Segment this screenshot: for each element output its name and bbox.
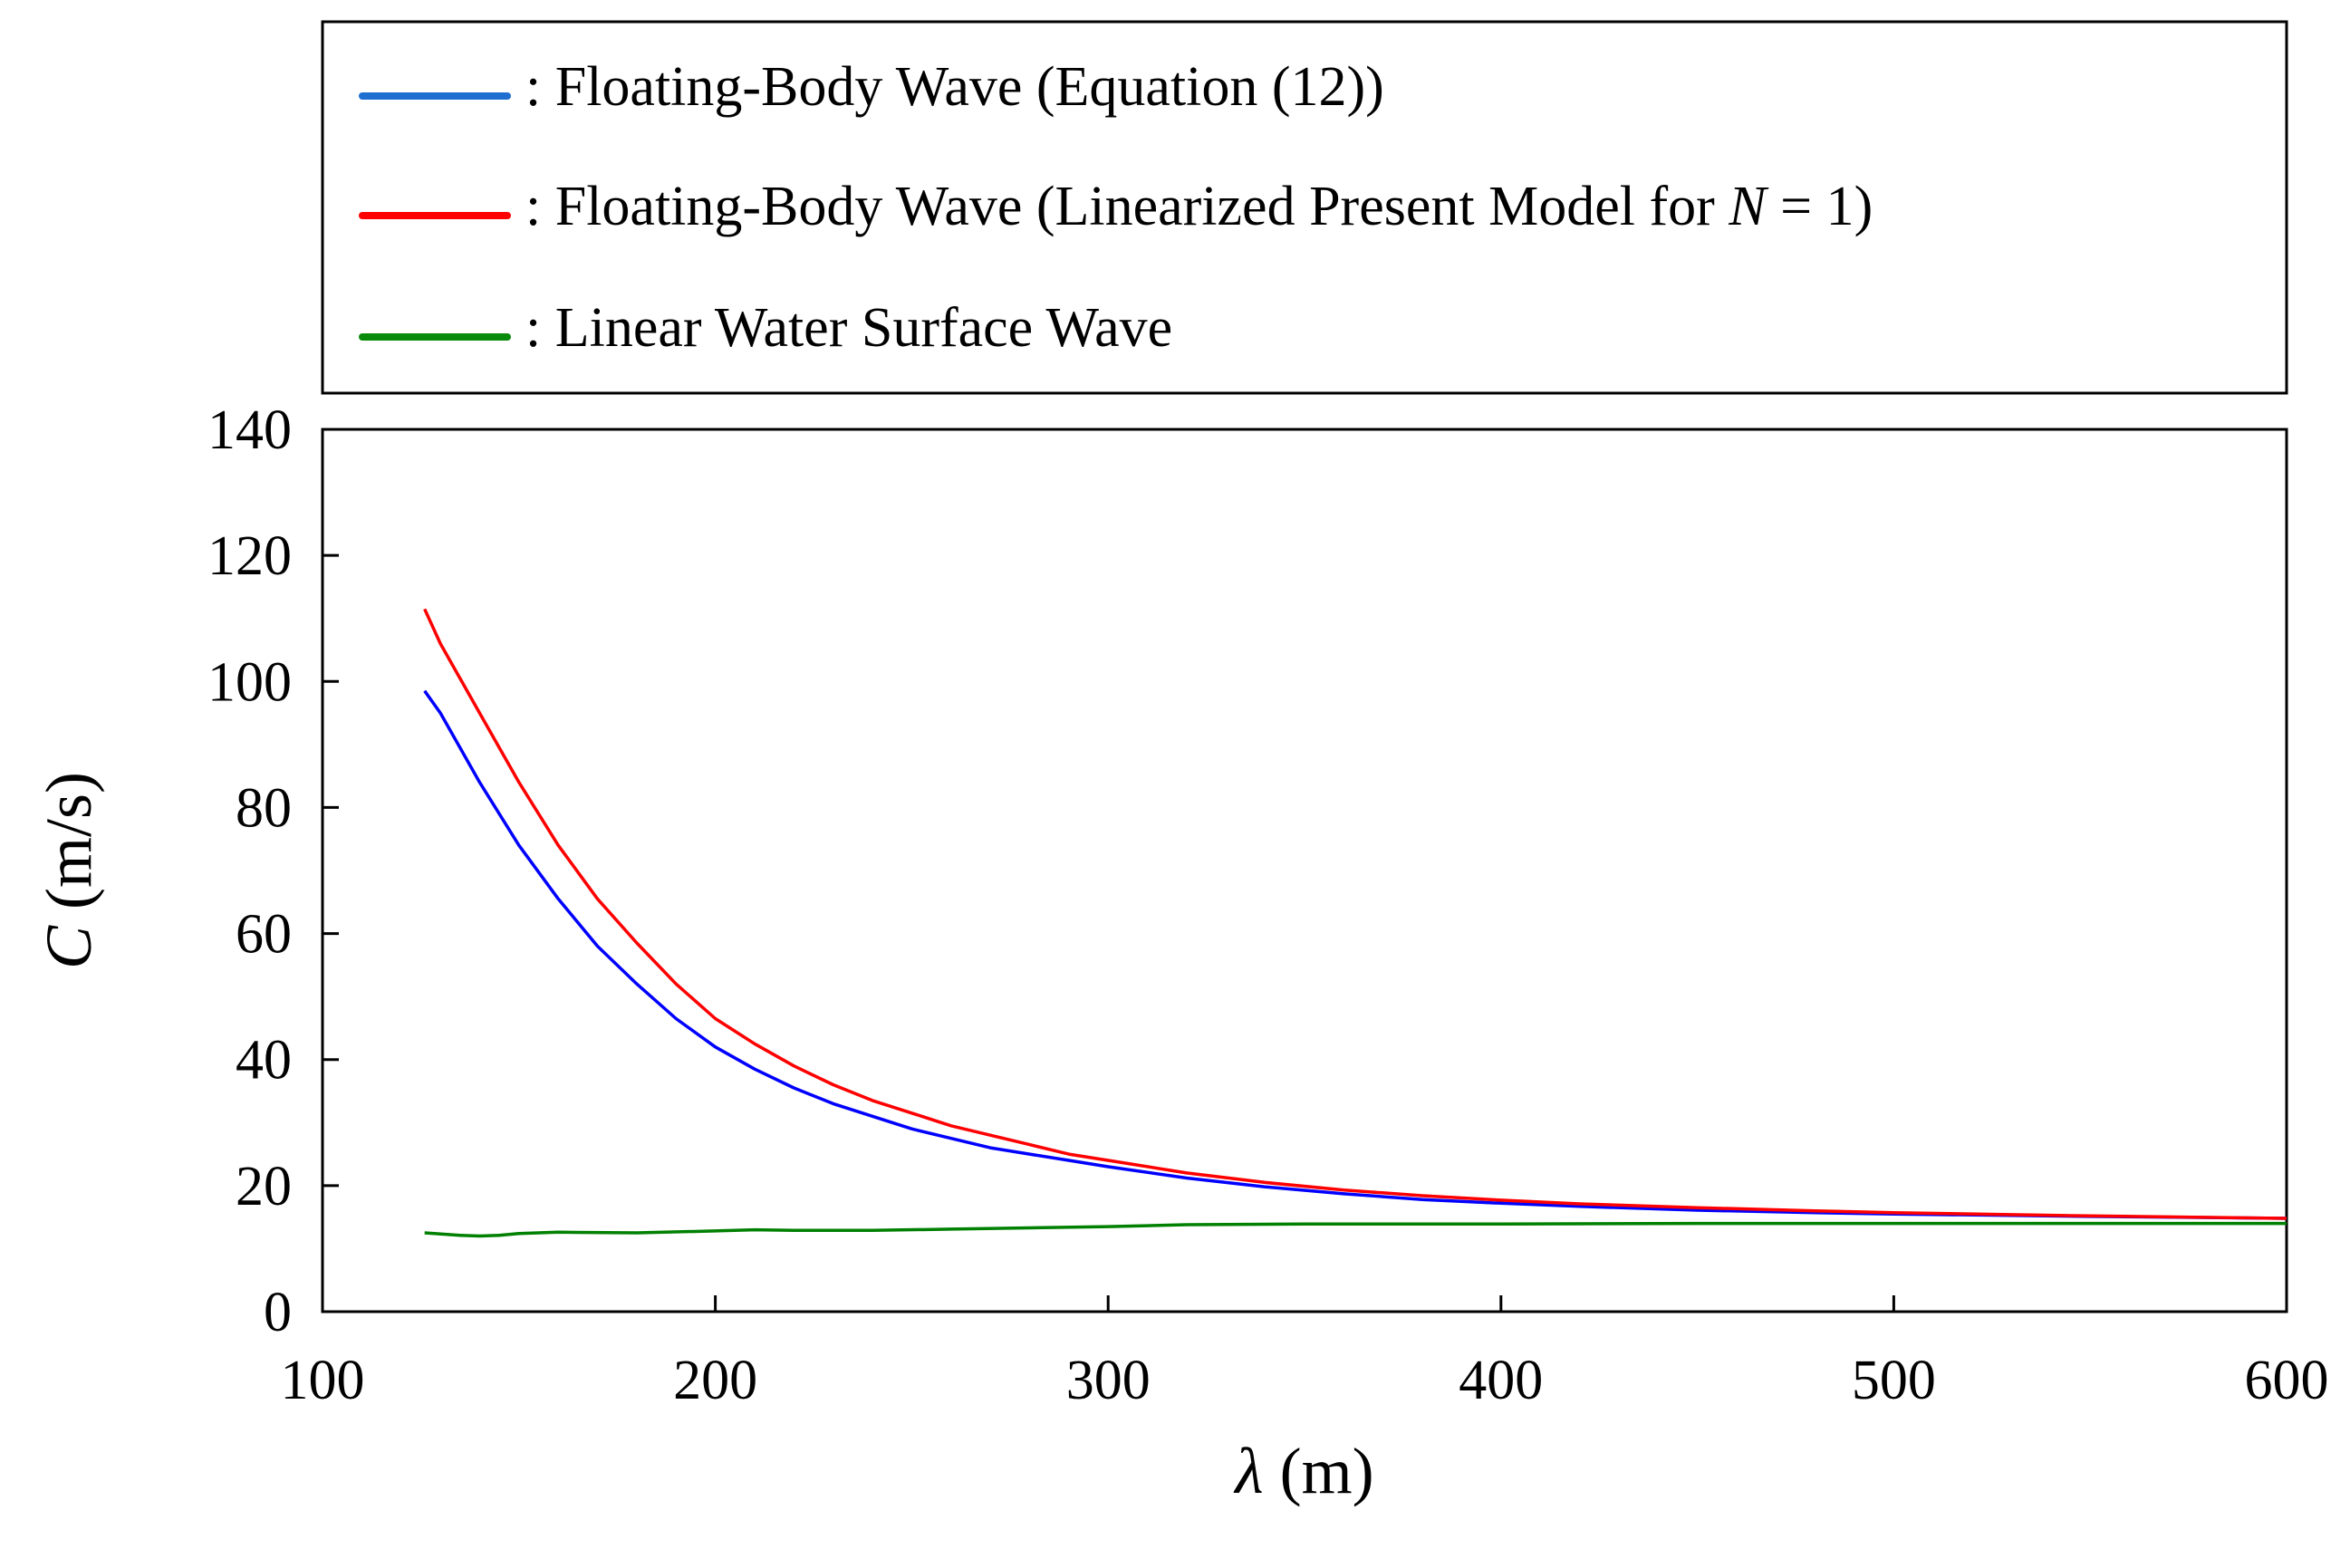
- legend-label-series-2: : Floating-Body Wave (Linearized Present…: [525, 176, 1873, 237]
- x-tick-label: 100: [281, 1350, 365, 1411]
- legend-label-series-2-suffix: = 1): [1767, 176, 1873, 237]
- legend-label-series-2-italic: N: [1728, 176, 1769, 237]
- y-tick-label: 100: [207, 651, 292, 713]
- x-tick-label: 500: [1852, 1350, 1936, 1411]
- x-tick-label: 300: [1066, 1350, 1151, 1411]
- y-axis-title: C (m/s): [33, 772, 105, 969]
- x-tick-label: 200: [673, 1350, 757, 1411]
- plot-area: [321, 428, 2288, 1313]
- y-tick-label: 80: [236, 777, 292, 839]
- y-tick-label: 20: [236, 1156, 292, 1217]
- legend-box: [321, 20, 2288, 395]
- x-axis-ticks: 100 200 300 400 500 600: [281, 1295, 2329, 1411]
- legend-label-series-1: : Floating-Body Wave (Equation (12)): [525, 56, 1384, 118]
- x-tick-label: 600: [2245, 1350, 2329, 1411]
- y-axis-ticks: 0 20 40 60 80 100 120 140: [207, 399, 339, 1343]
- series-line-2: [423, 608, 2287, 1220]
- y-tick-label: 60: [236, 904, 292, 966]
- x-axis-symbol: λ: [1233, 1435, 1263, 1507]
- y-tick-label: 40: [236, 1030, 292, 1092]
- y-axis-symbol: C: [33, 925, 105, 969]
- x-tick-label: 400: [1459, 1350, 1543, 1411]
- y-axis-unit: (m/s): [33, 772, 105, 926]
- series-lines: [423, 608, 2287, 1238]
- y-tick-label: 120: [207, 525, 292, 587]
- legend-label-series-3: : Linear Water Surface Wave: [525, 297, 1172, 359]
- y-tick-label: 140: [207, 399, 292, 461]
- legend: : Floating-Body Wave (Equation (12)) : F…: [321, 20, 2288, 395]
- y-tick-label: 0: [264, 1282, 292, 1343]
- x-axis-title: λ (m): [1233, 1435, 1373, 1507]
- series-line-1: [423, 689, 2287, 1220]
- series-line-3: [424, 1221, 2287, 1238]
- x-axis-unit: (m): [1264, 1435, 1374, 1507]
- legend-label-series-2-prefix: : Floating-Body Wave (Linearized Present…: [525, 176, 1729, 237]
